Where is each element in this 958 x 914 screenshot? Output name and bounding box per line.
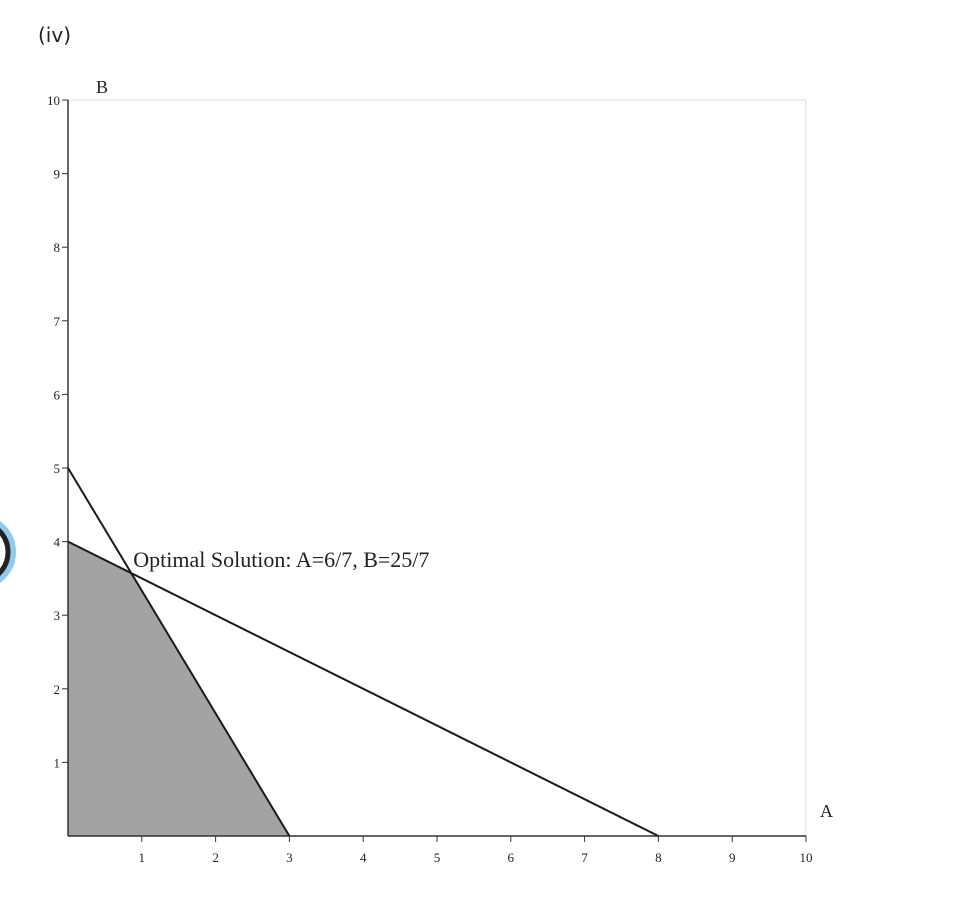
chart-title: (iv) [38,23,71,47]
y-tick-label: 1 [54,755,61,770]
x-tick-label: 5 [434,850,441,865]
x-axis-label: A [820,801,833,821]
x-tick-label: 4 [360,850,367,865]
x-tick-label: 10 [800,850,813,865]
y-tick-label: 5 [54,461,61,476]
y-tick-label: 2 [54,682,61,697]
annotation: Optimal Solution: A=6/7, B=25/7 [133,547,429,572]
y-tick-label: 4 [54,535,61,550]
x-tick-label: 3 [286,850,293,865]
edge-circle-glow [0,521,16,583]
x-tick-label: 6 [508,850,515,865]
x-tick-label: 9 [729,850,736,865]
x-tick-label: 8 [655,850,662,865]
y-tick-label: 6 [54,387,61,402]
y-tick-label: 9 [54,167,61,182]
feasible-region [68,541,290,836]
y-tick-label: 8 [54,240,61,255]
y-tick-label: 10 [47,93,60,108]
y-tick-label: 3 [54,608,61,623]
y-axis-label: B [96,77,108,97]
constraint-line [67,540,659,837]
x-tick-label: 7 [581,850,588,865]
x-tick-label: 2 [212,850,219,865]
y-tick-label: 7 [54,314,61,329]
constraint-line [67,467,291,837]
x-tick-label: 1 [139,850,146,865]
edge-circle [0,528,11,576]
